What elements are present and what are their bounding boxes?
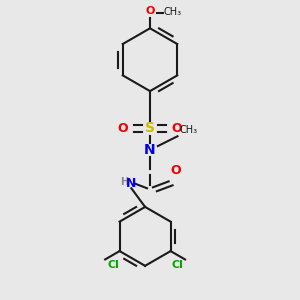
Text: N: N (144, 143, 156, 157)
Text: O: O (172, 122, 182, 135)
Text: Cl: Cl (107, 260, 119, 270)
Text: H: H (120, 177, 128, 188)
Text: Cl: Cl (171, 260, 183, 270)
Text: CH₃: CH₃ (164, 7, 182, 16)
Text: N: N (126, 177, 136, 190)
Text: O: O (145, 5, 155, 16)
Text: S: S (145, 122, 155, 135)
Text: O: O (118, 122, 128, 135)
Text: O: O (171, 164, 181, 178)
Text: CH₃: CH₃ (179, 125, 198, 135)
